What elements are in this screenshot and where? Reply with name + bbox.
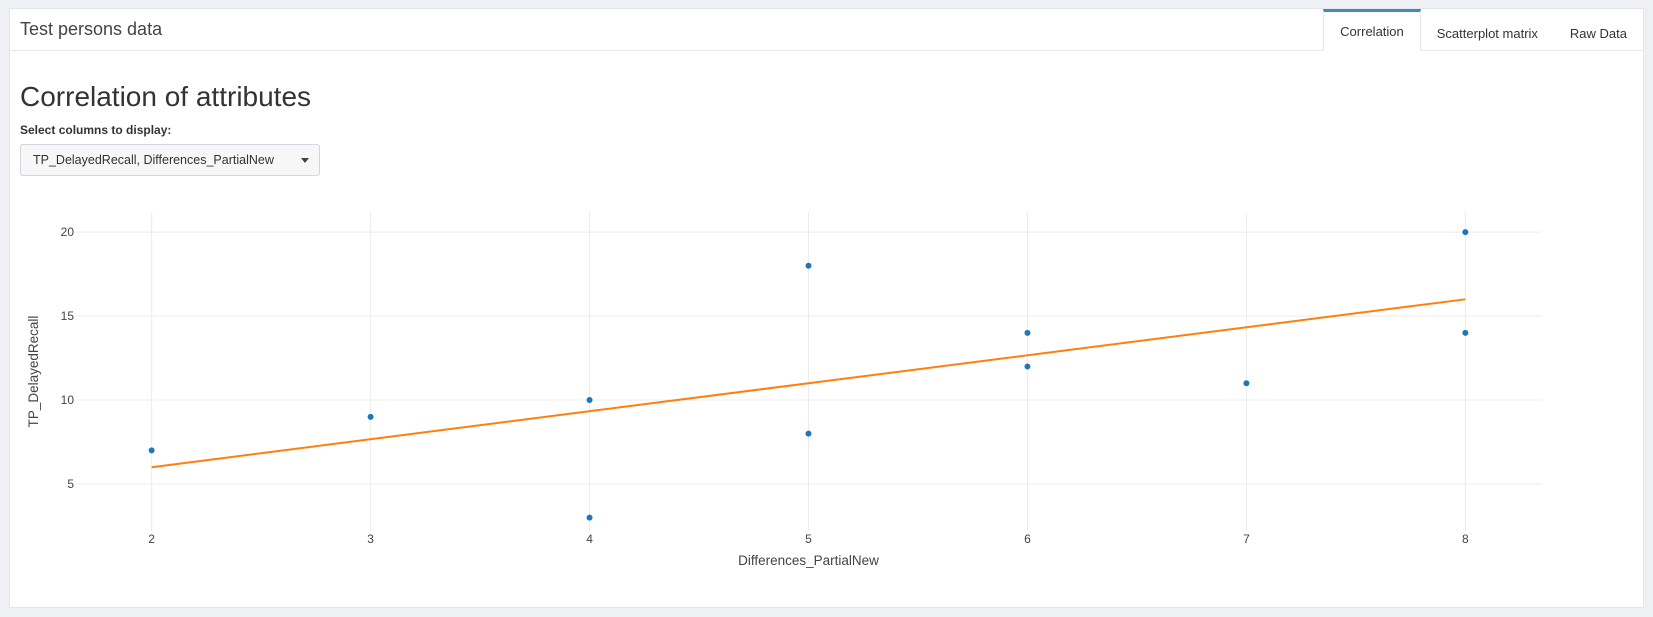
data-point[interactable] [148,447,155,454]
grid-lines [75,212,1542,531]
data-point[interactable] [1024,363,1031,370]
app-title: Test persons data [20,19,163,39]
data-point[interactable] [1243,380,1250,387]
x-tick-label: 8 [1462,532,1469,546]
data-point[interactable] [805,430,812,437]
select-columns-label: Select columns to display: [20,123,172,137]
column-select-value: TP_DelayedRecall, Differences_PartialNew [33,153,274,167]
points-layer [148,229,1469,521]
trendline [151,298,1466,469]
column-select-dropdown[interactable]: TP_DelayedRecall, Differences_PartialNew [20,144,320,176]
x-tick-label: 2 [148,532,155,546]
x-axis-title: Differences_PartialNew [738,553,879,568]
trendline-layer [151,298,1466,469]
axis-ticks: 2 3 4 5 6 7 8 5 10 15 20 [61,225,1469,546]
correlation-scatter-plot[interactable]: 2 3 4 5 6 7 8 5 10 15 20 Differences_PartialNew TP… [10,9,1643,607]
data-point[interactable] [1462,329,1469,336]
caret-down-icon [301,158,309,163]
data-point[interactable] [367,413,374,420]
main-panel: Test persons data Correlation Scatterplo… [9,8,1644,608]
y-tick-label: 15 [61,309,75,323]
tab-scatterplot-matrix[interactable]: Scatterplot matrix [1436,26,1538,41]
data-point[interactable] [1462,229,1469,236]
tab-correlation[interactable]: Correlation [1323,9,1421,51]
x-tick-label: 3 [367,532,374,546]
y-tick-label: 5 [67,477,74,491]
y-axis-title: TP_DelayedRecall [26,316,41,428]
x-tick-label: 7 [1243,532,1250,546]
x-tick-label: 4 [586,532,593,546]
data-point[interactable] [805,262,812,269]
data-point[interactable] [1024,329,1031,336]
data-point[interactable] [586,514,593,521]
y-tick-label: 20 [61,225,75,239]
data-point[interactable] [586,397,593,404]
tab-bar: Correlation Scatterplot matrix Raw Data [1323,9,1643,51]
tab-raw-data[interactable]: Raw Data [1569,26,1627,41]
y-tick-label: 10 [61,393,75,407]
top-bar: Test persons data Correlation Scatterplo… [10,9,1643,51]
x-tick-label: 5 [805,532,812,546]
x-tick-label: 6 [1024,532,1031,546]
section-title: Correlation of attributes [20,81,312,112]
